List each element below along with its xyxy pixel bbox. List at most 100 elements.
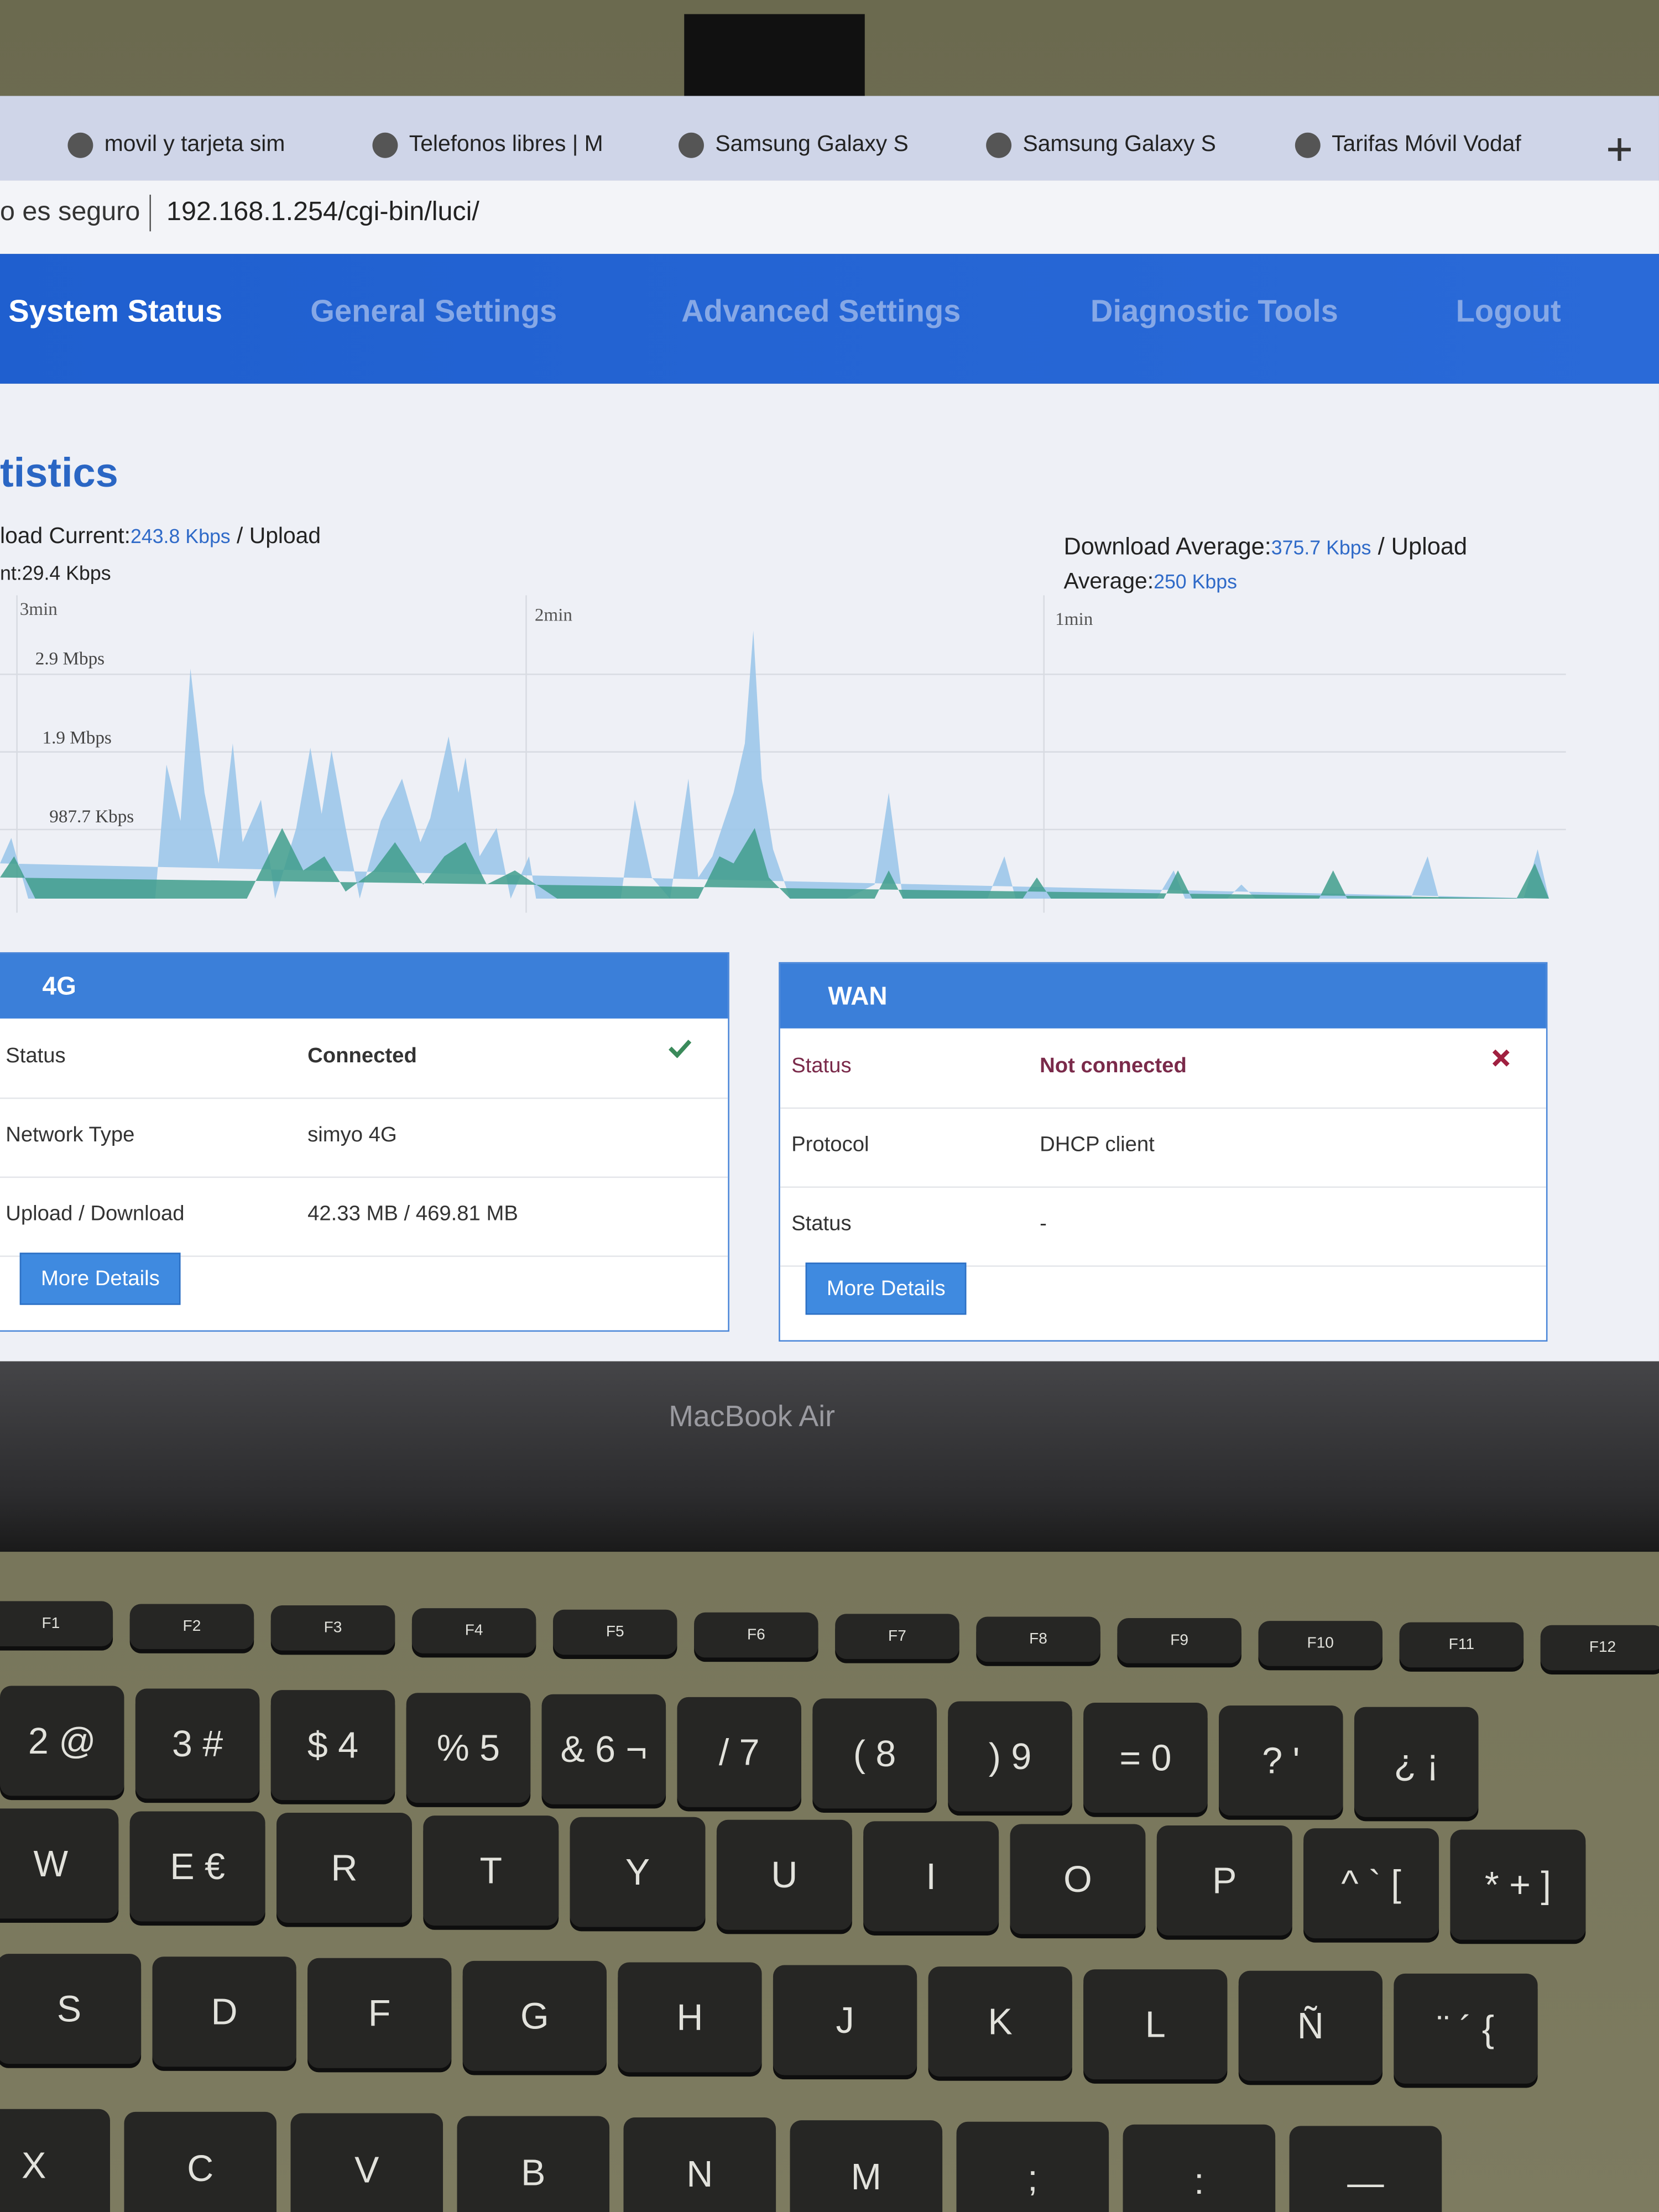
- key: L: [1083, 1968, 1228, 2079]
- tab[interactable]: movil y tarjeta sim: [59, 124, 341, 166]
- key: I: [863, 1821, 999, 1932]
- separator: [149, 195, 151, 232]
- key: F7: [835, 1614, 959, 1659]
- nav-item[interactable]: Logout: [1455, 293, 1561, 329]
- tab[interactable]: Samsung Galaxy S: [670, 124, 952, 166]
- panel-row: Status Not connected: [780, 1029, 1546, 1109]
- tab[interactable]: Telefonos libres | M: [364, 124, 646, 166]
- key: & 6 ¬: [541, 1694, 666, 1804]
- panel-row: Status -: [780, 1186, 1546, 1267]
- key: T: [423, 1814, 559, 1925]
- tab[interactable]: Samsung Galaxy S: [978, 124, 1260, 166]
- key: E €: [129, 1811, 265, 1921]
- nav-item[interactable]: Diagnostic Tools: [1090, 293, 1338, 329]
- download-area: [0, 630, 1549, 899]
- key: R: [276, 1813, 412, 1923]
- row-value: Connected: [307, 1044, 417, 1068]
- current-line-2: nt:29.4 Kbps: [0, 561, 111, 584]
- panel-wan: WAN Status Not connected Protocol DHCP clien…: [779, 962, 1548, 1342]
- key: ¨ ´ {: [1394, 1973, 1538, 2083]
- key: F5: [552, 1609, 677, 1655]
- key: J: [773, 1964, 917, 2075]
- tab-bar: [0, 96, 1659, 181]
- key: F4: [411, 1607, 536, 1653]
- key: ) 9: [948, 1700, 1072, 1811]
- camera-tape: [684, 14, 865, 110]
- url[interactable]: 192.168.1.254/cgi-bin/luci/: [166, 197, 479, 227]
- panel-title: 4G: [0, 953, 728, 1019]
- label: / Upload: [1378, 533, 1468, 560]
- key: F12: [1540, 1624, 1659, 1670]
- new-tab[interactable]: [1605, 135, 1634, 164]
- label: load Current:: [0, 524, 131, 549]
- row-value: DHCP client: [1040, 1133, 1155, 1157]
- nav-item[interactable]: System Status: [8, 293, 223, 329]
- row-label: Status: [791, 1053, 852, 1078]
- key: ¿ ¡: [1354, 1707, 1479, 1817]
- key: K: [928, 1966, 1072, 2077]
- key: B: [457, 2115, 610, 2212]
- row-value: simyo 4G: [307, 1123, 397, 1147]
- row-label: Upload / Download: [6, 1202, 185, 1226]
- panel-row: Upload / Download 42.33 MB / 469.81 MB: [0, 1177, 728, 1257]
- label: Average:: [1063, 570, 1154, 594]
- key: —: [1289, 2126, 1442, 2212]
- nav-bar: [0, 254, 1659, 384]
- row-label: Status: [791, 1212, 852, 1236]
- key: F2: [129, 1603, 254, 1648]
- key: F9: [1117, 1618, 1241, 1663]
- y-label: 987.7 Kbps: [49, 805, 134, 827]
- label: nt:: [0, 561, 22, 585]
- key: N: [623, 2117, 776, 2212]
- time-label: 1min: [1055, 608, 1093, 629]
- panel-title: WAN: [780, 963, 1546, 1029]
- key: C: [124, 2111, 276, 2212]
- key: F11: [1399, 1622, 1524, 1668]
- key: F3: [270, 1605, 395, 1651]
- key: :: [1123, 2124, 1276, 2212]
- key: % 5: [406, 1692, 531, 1802]
- key: V: [290, 2113, 444, 2212]
- value: 375.7 Kbps: [1271, 536, 1371, 559]
- value: 29.4 Kbps: [22, 561, 111, 585]
- key: 3 #: [135, 1688, 260, 1798]
- more-details-button[interactable]: More Details: [805, 1262, 967, 1315]
- row-label: Protocol: [791, 1133, 869, 1157]
- key: H: [618, 1962, 762, 2073]
- address-bar: o es seguro 192.168.1.254/cgi-bin/luci/: [0, 180, 1659, 254]
- key: U: [716, 1819, 852, 1929]
- label: / Upload: [237, 524, 321, 549]
- average-line: Download Average:375.7 Kbps / Upload: [1063, 533, 1467, 561]
- average-line-2: Average:250 Kbps: [1063, 570, 1237, 596]
- row-label: Status: [6, 1044, 66, 1068]
- tab[interactable]: Tarifas Móvil Vodaf: [1287, 124, 1569, 166]
- key: 2 @: [0, 1686, 124, 1796]
- time-label: 3min: [19, 598, 58, 619]
- nav-item[interactable]: General Settings: [310, 293, 557, 329]
- row-icon: [1492, 1048, 1510, 1073]
- key: O: [1010, 1823, 1146, 1934]
- value: 243.8 Kbps: [130, 524, 231, 547]
- key: F10: [1258, 1620, 1383, 1666]
- key: G: [462, 1960, 607, 2070]
- row-label: Network Type: [6, 1123, 135, 1147]
- more-details-button[interactable]: More Details: [19, 1253, 181, 1305]
- key: * + ]: [1450, 1829, 1586, 1940]
- key: ^ ` [: [1303, 1827, 1439, 1938]
- panel-row: Protocol DHCP client: [780, 1108, 1546, 1188]
- key: F6: [694, 1611, 818, 1657]
- key: ;: [956, 2121, 1109, 2212]
- security-text: o es seguro: [0, 197, 140, 227]
- row-value: Not connected: [1040, 1053, 1187, 1078]
- key: M: [790, 2119, 943, 2212]
- key: ? ': [1219, 1704, 1343, 1815]
- key: $ 4: [270, 1690, 395, 1801]
- key: = 0: [1083, 1703, 1208, 1813]
- time-label: 2min: [534, 603, 573, 625]
- nav-item[interactable]: Advanced Settings: [681, 293, 961, 329]
- row-value: 42.33 MB / 469.81 MB: [307, 1202, 518, 1226]
- key: F: [307, 1958, 452, 2068]
- traffic-graph: [0, 595, 1566, 913]
